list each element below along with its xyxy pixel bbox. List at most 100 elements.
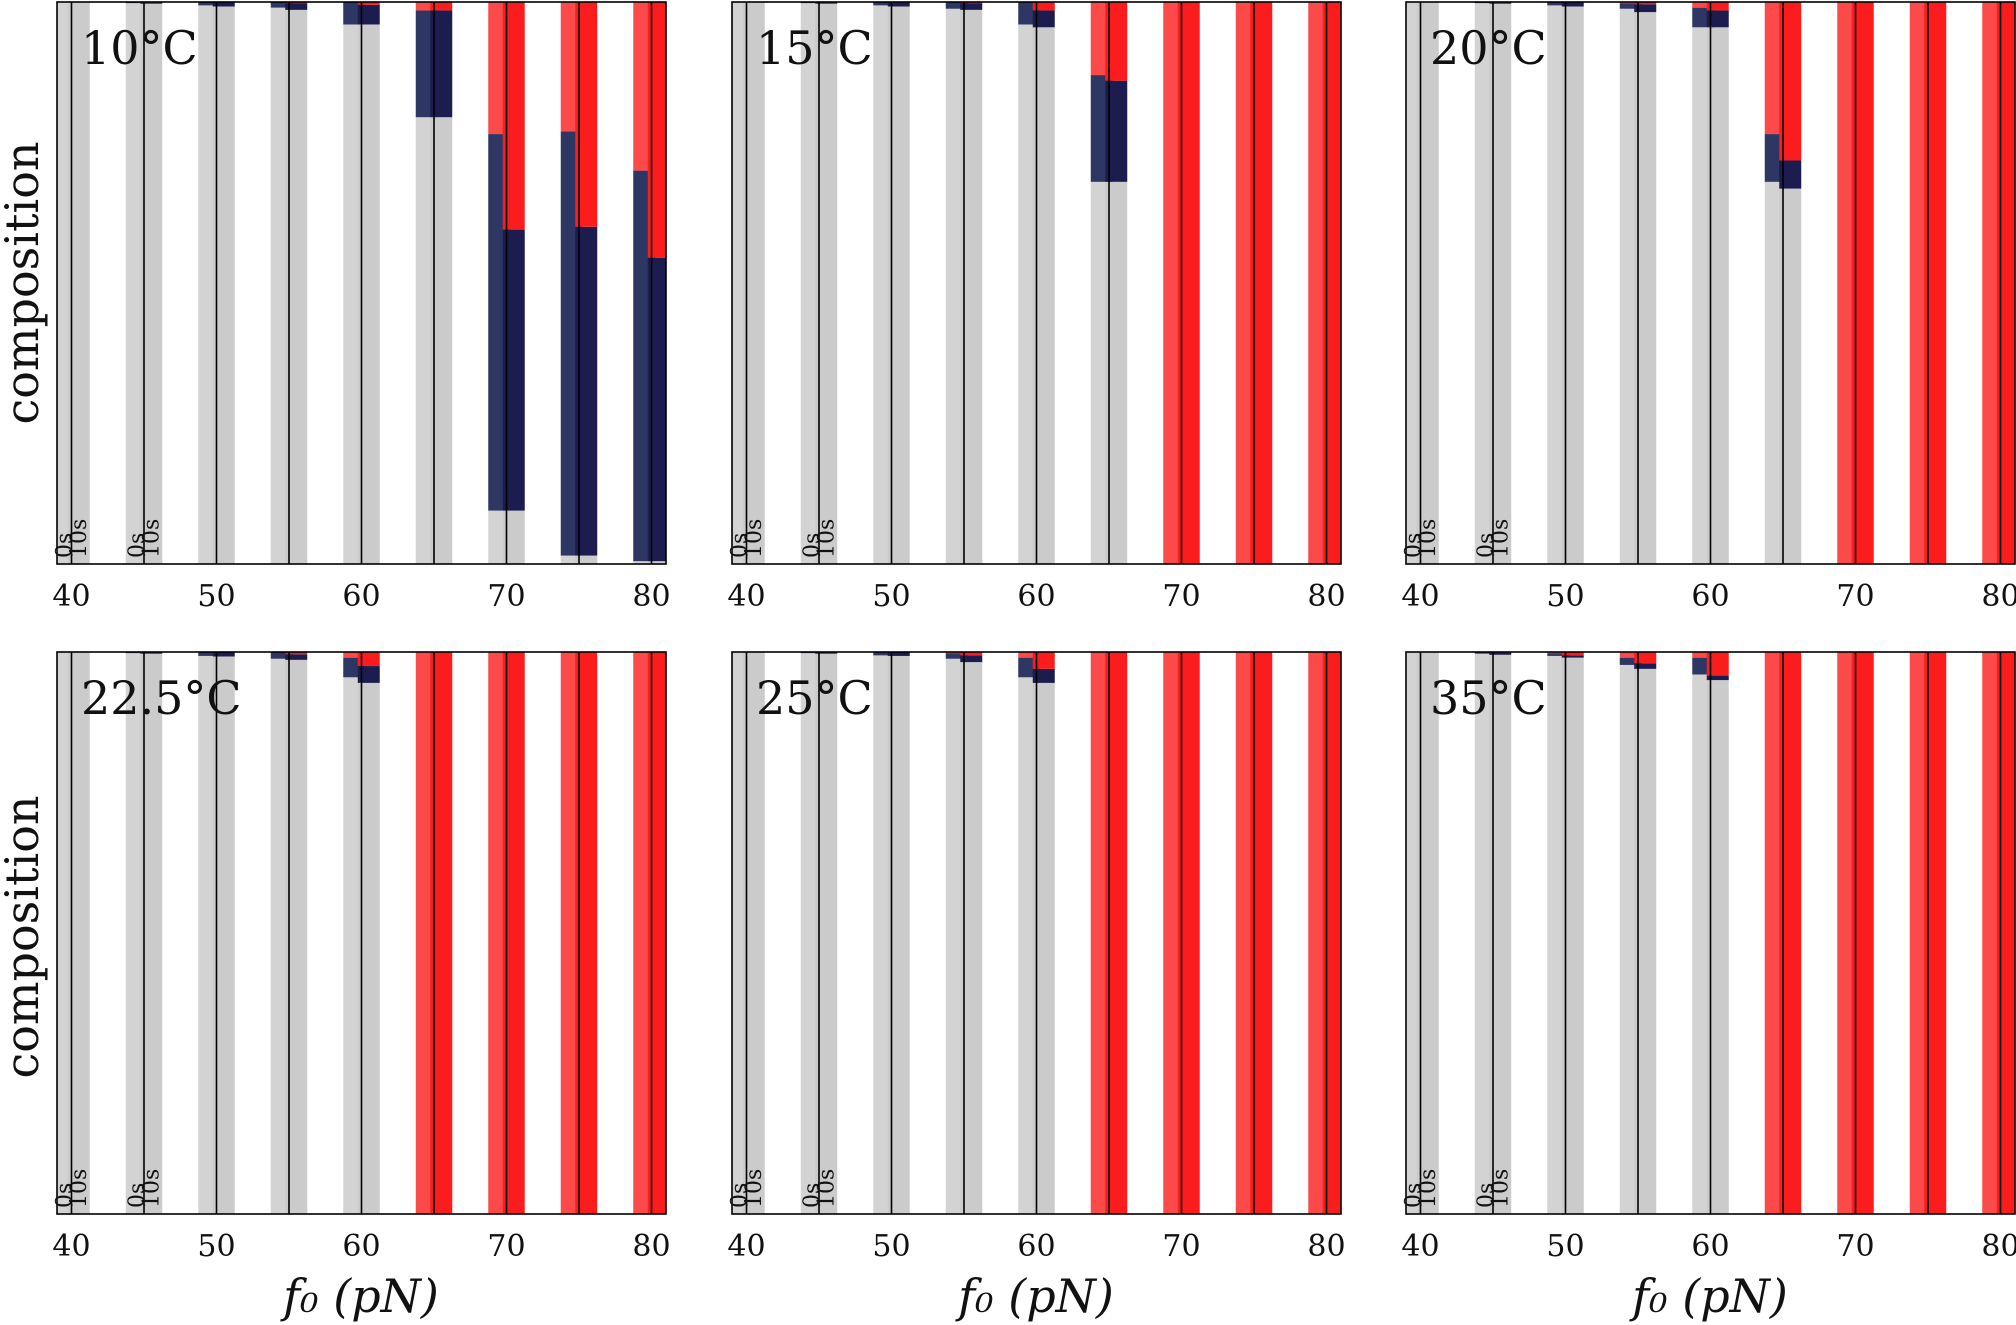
- bar-segment-80-10s-series3: [1996, 652, 2015, 1214]
- time-label-45-0s: 0s: [125, 533, 150, 558]
- plot-area: [1406, 2, 2015, 564]
- bar-segment-40-10s-series1: [1416, 652, 1439, 1214]
- bar-segment-80-0s-series1: [633, 561, 656, 564]
- bar-segment-60-10s-series1: [1032, 27, 1055, 564]
- plot-area: [57, 652, 666, 1214]
- panel-frame: [56, 651, 667, 1215]
- bar-segment-55-0s-series3: [1619, 652, 1642, 658]
- x-tick-label-70: 70: [1162, 1229, 1200, 1264]
- bar-segment-75-10s-series1: [575, 555, 598, 564]
- time-label-45-10s: 10s: [1488, 1169, 1513, 1208]
- temperature-label: 25°C: [756, 671, 873, 725]
- panel-frame: [1405, 1, 2016, 565]
- bar-segment-60-0s-series3: [1692, 652, 1715, 658]
- bar-segment-55-10s-series3: [960, 652, 983, 656]
- bar-segment-75-10s-series3: [575, 2, 598, 227]
- x-tick-label-60: 60: [1017, 579, 1055, 614]
- bar-segment-65-10s-series3: [1105, 652, 1128, 1214]
- bar-segment-50-10s-series2: [212, 2, 235, 7]
- bar-segment-50-10s-series1: [212, 6, 235, 564]
- bar-segment-55-10s-series1: [1634, 668, 1657, 1214]
- x-axis-label-col3: f₀ (pN): [1629, 1269, 1788, 1323]
- bar-segment-70-10s-series3: [1851, 2, 1874, 564]
- bar-segment-60-10s-series3: [357, 2, 380, 5]
- bar-segment-65-10s-series3: [430, 652, 453, 1214]
- bar-segment-50-10s-series1: [1561, 6, 1584, 564]
- bar-segment-40-10s-series1: [742, 2, 765, 564]
- x-tick-label-60: 60: [1691, 579, 1729, 614]
- bar-segment-50-10s-series3: [1561, 652, 1584, 656]
- panel-frame: [56, 1, 667, 565]
- bar-segment-75-10s-series3: [1250, 2, 1273, 564]
- bar-segment-65-10s-series1: [1105, 181, 1128, 564]
- bar-segment-50-0s-series2: [1547, 2, 1570, 6]
- bar-segment-70-10s-series2: [502, 229, 525, 511]
- time-label-45-0s: 0s: [125, 1183, 150, 1208]
- x-tick-label-70: 70: [1836, 579, 1874, 614]
- bar-segment-70-10s-series3: [1177, 652, 1200, 1214]
- bar-segment-75-0s-series1: [560, 555, 583, 564]
- bar-segment-55-10s-series1: [285, 659, 308, 1214]
- bar-segment-45-10s-series1: [1489, 3, 1512, 564]
- temperature-label: 22.5°C: [81, 671, 242, 725]
- bar-segment-55-10s-series2: [285, 3, 308, 10]
- panel-frame: [731, 651, 1342, 1215]
- bar-segment-80-10s-series3: [647, 2, 666, 258]
- time-label-40-10s: 10s: [67, 519, 92, 558]
- bar-segment-55-10s-series2: [960, 3, 983, 10]
- bar-segment-70-10s-series3: [502, 2, 525, 230]
- bar-segment-45-10s-series1: [815, 3, 838, 564]
- bar-segment-60-10s-series2: [357, 4, 380, 25]
- bar-segment-60-10s-series1: [357, 682, 380, 1214]
- x-tick-label-80: 80: [632, 1229, 670, 1264]
- bar-segment-50-10s-series2: [1561, 2, 1584, 7]
- time-label-40-10s: 10s: [67, 1169, 92, 1208]
- bar-segment-55-10s-series2: [1634, 4, 1657, 13]
- x-tick-label-60: 60: [342, 1229, 380, 1264]
- bar-segment-60-0s-series3: [343, 652, 366, 658]
- bar-segment-60-10s-series2: [357, 666, 380, 683]
- bar-segment-50-0s-series2: [873, 652, 896, 656]
- bar-segment-45-10s-series2: [140, 2, 163, 4]
- bar-segment-45-10s-series2: [815, 2, 838, 4]
- temperature-label: 15°C: [756, 21, 873, 75]
- bar-segment-55-0s-series2: [270, 2, 293, 8]
- bar-segment-55-0s-series2: [1619, 3, 1642, 9]
- bar-segment-65-10s-series3: [1779, 2, 1802, 161]
- bar-segment-55-10s-series1: [960, 662, 983, 1214]
- bar-segment-65-10s-series3: [1779, 652, 1802, 1214]
- x-tick-label-50: 50: [1546, 1229, 1584, 1264]
- bar-segment-50-10s-series1: [887, 6, 910, 564]
- bar-segment-45-10s-series1: [815, 653, 838, 1214]
- x-tick-label-40: 40: [727, 1229, 765, 1264]
- bar-segment-50-0s-series2: [198, 2, 221, 6]
- bar-segment-45-10s-series1: [1489, 654, 1512, 1214]
- time-label-40-10s: 10s: [1416, 519, 1441, 558]
- x-tick-label-80: 80: [1981, 579, 2016, 614]
- bar-segment-60-10s-series2: [1032, 668, 1055, 683]
- bar-segment-75-10s-series3: [575, 652, 598, 1214]
- shared-axis-labels: composition composition f₀ (pN) f₀ (pN) …: [0, 141, 1788, 1323]
- bar-segment-65-10s-series2: [1779, 160, 1802, 189]
- bar-segment-50-10s-series2: [887, 2, 910, 7]
- bar-segment-45-10s-series1: [140, 3, 163, 564]
- time-label-45-10s: 10s: [139, 519, 164, 558]
- x-axis-label-col2: f₀ (pN): [955, 1269, 1114, 1323]
- bar-segment-60-10s-series3: [357, 652, 380, 667]
- bar-segment-60-10s-series1: [1706, 27, 1729, 564]
- bar-segment-55-10s-series2: [1634, 663, 1657, 669]
- x-tick-label-40: 40: [1401, 1229, 1439, 1264]
- bar-segment-65-10s-series1: [1779, 188, 1802, 564]
- time-label-40-0s: 0s: [727, 1183, 752, 1208]
- bar-segment-60-10s-series2: [1706, 675, 1729, 681]
- x-tick-label-80: 80: [1981, 1229, 2016, 1264]
- bar-segment-55-0s-series2: [270, 652, 293, 659]
- bar-segment-75-10s-series3: [1924, 652, 1947, 1214]
- bar-segment-50-10s-series2: [212, 652, 235, 657]
- panel-frame: [1405, 651, 2016, 1215]
- time-label-45-0s: 0s: [800, 1183, 825, 1208]
- x-tick-label-50: 50: [197, 579, 235, 614]
- bar-segment-60-0s-series3: [1018, 652, 1041, 658]
